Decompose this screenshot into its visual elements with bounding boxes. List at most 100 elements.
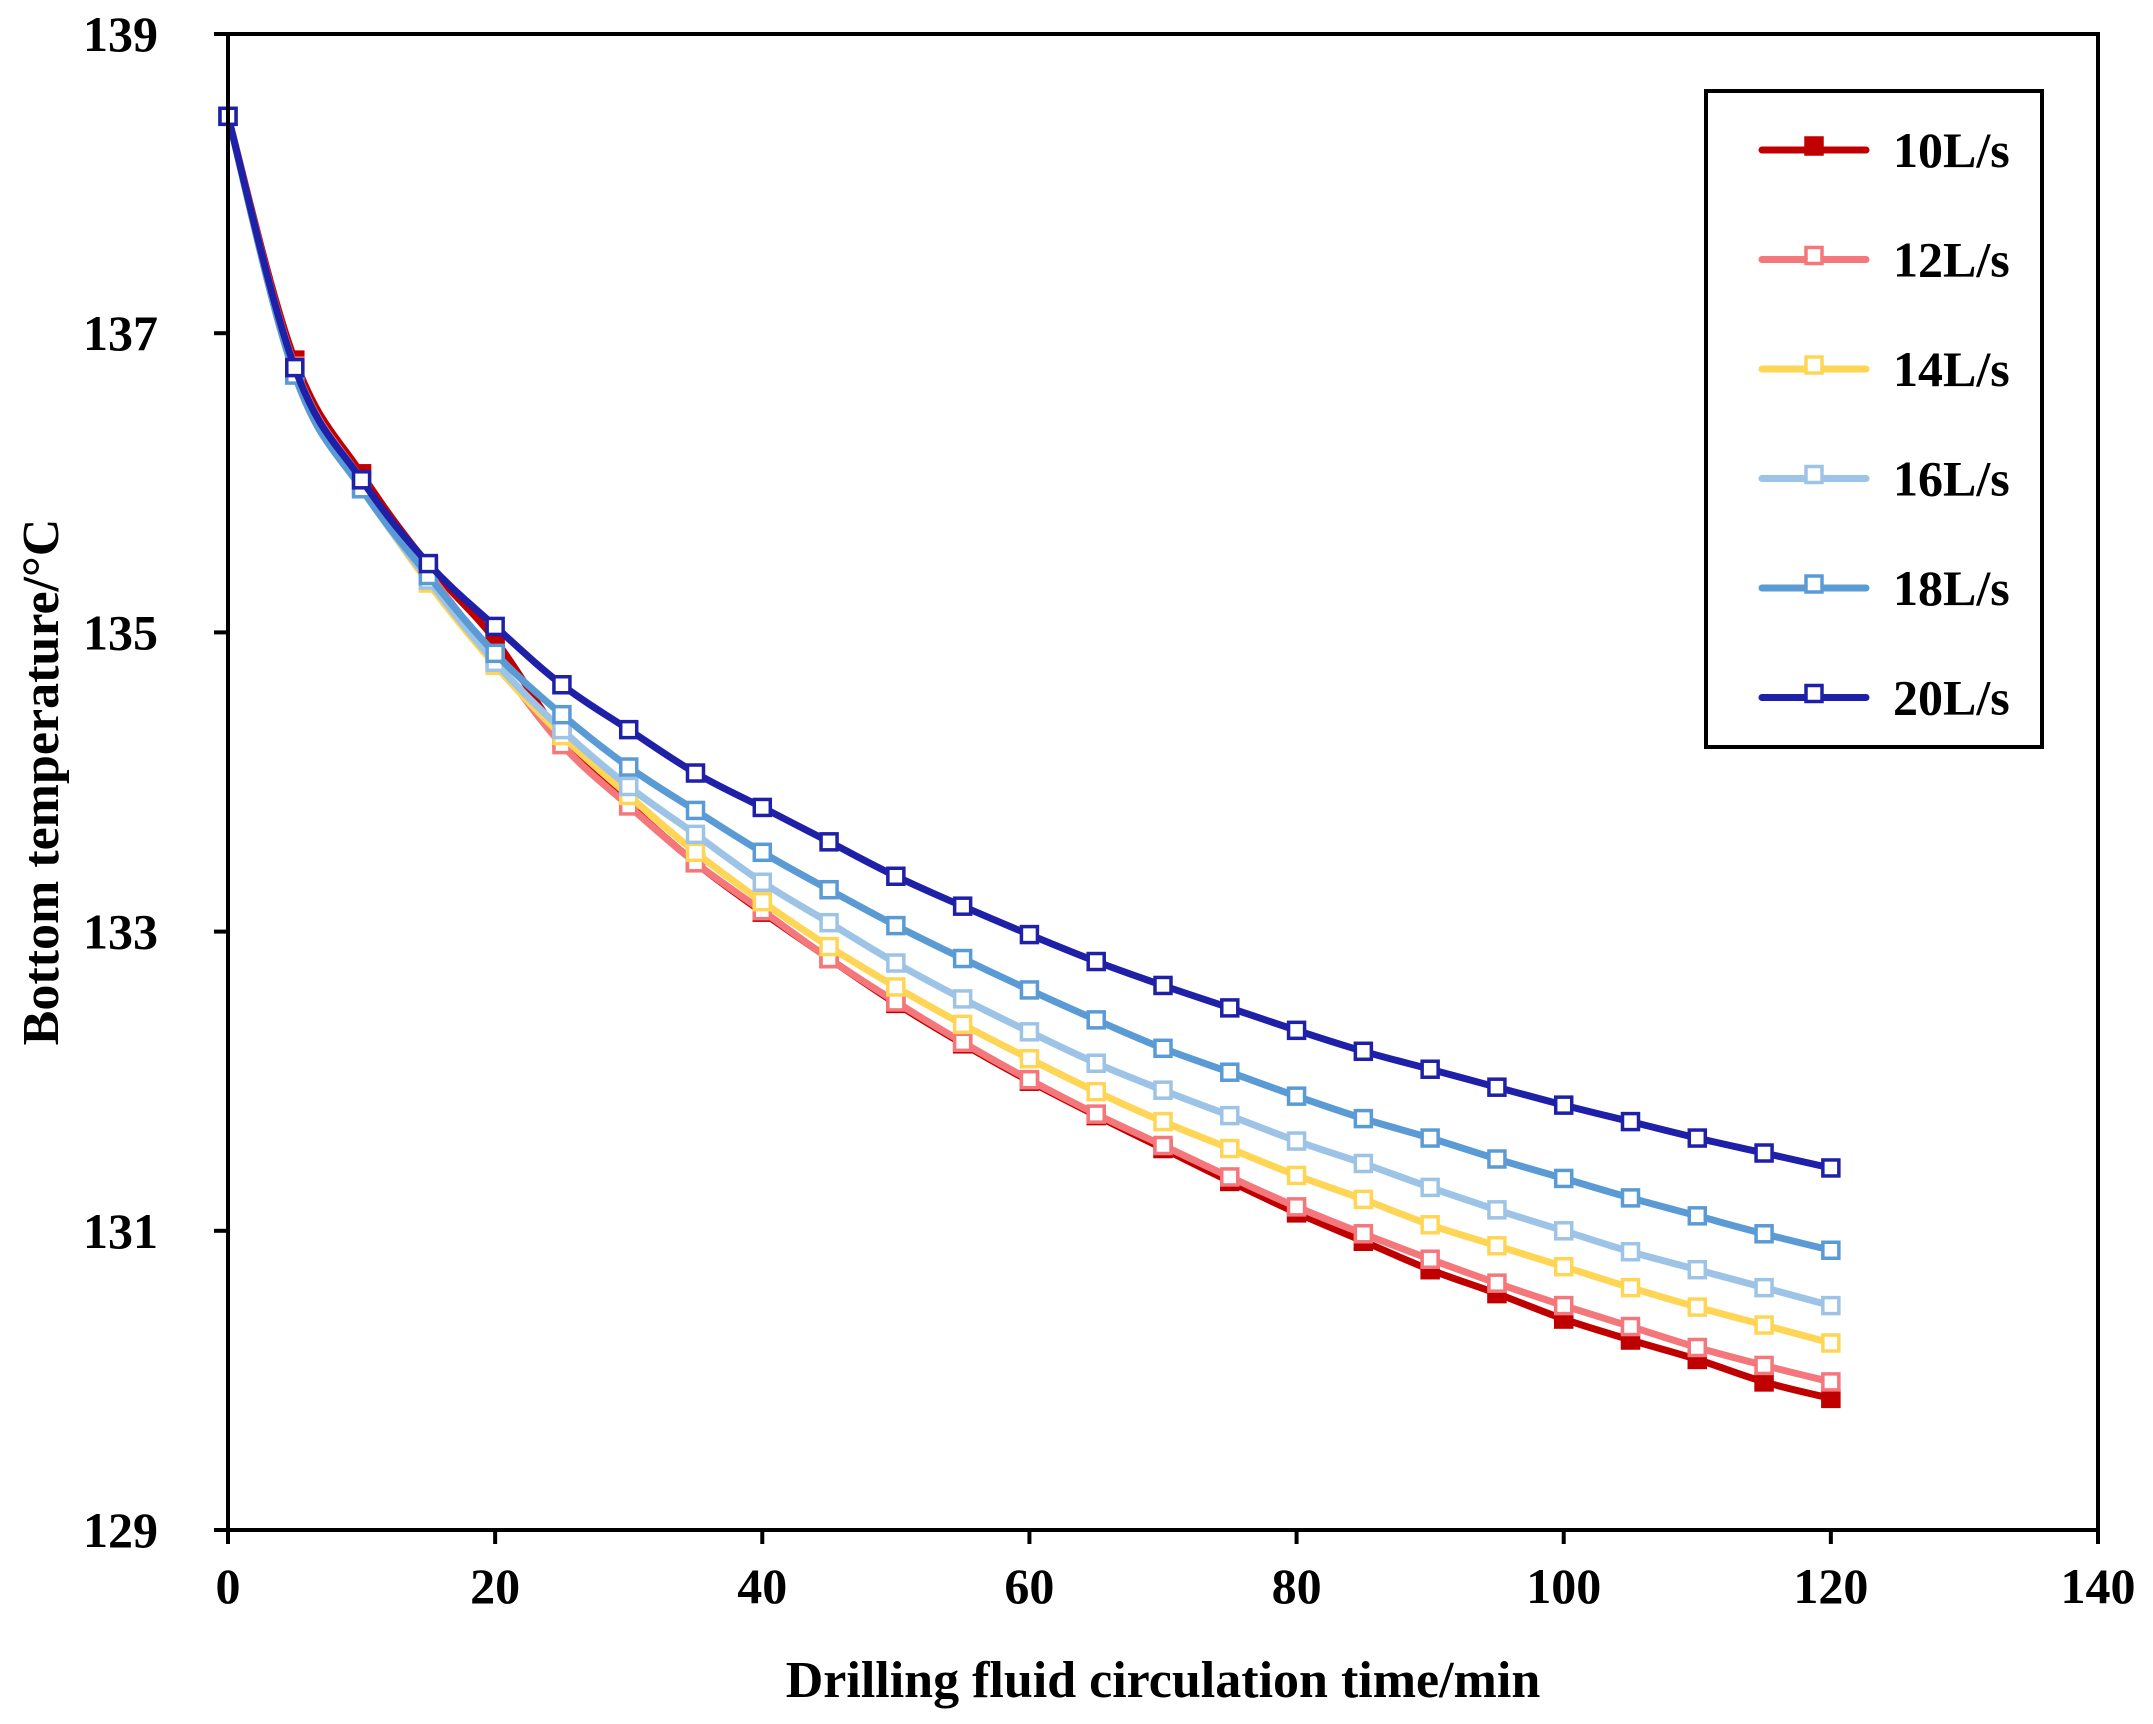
y-tick-labels: 129 131 133 135 137 139 (83, 6, 158, 1558)
y-tick-label: 139 (83, 6, 158, 62)
series-marker (952, 1032, 973, 1053)
series-marker (1687, 1259, 1708, 1280)
series-marker (819, 879, 839, 900)
series-marker (1754, 1315, 1774, 1335)
series-marker (1420, 1215, 1440, 1235)
x-tick-label: 60 (1004, 1558, 1054, 1614)
series-marker (351, 470, 372, 490)
series-marker (1153, 1080, 1173, 1100)
series-marker (1019, 1049, 1040, 1069)
series-marker (952, 989, 973, 1009)
x-tick-label: 0 (216, 1558, 241, 1614)
x-tick-label: 120 (1793, 1558, 1868, 1614)
series-marker (886, 866, 906, 886)
series-marker (1754, 1277, 1774, 1298)
legend-label: 12L/s (1893, 232, 2010, 288)
series-marker (1553, 1168, 1574, 1189)
series-marker (1754, 1372, 1774, 1392)
series-marker (1553, 1095, 1574, 1115)
series-marker (1353, 1108, 1374, 1129)
legend-item: 10L/s (1758, 122, 2010, 178)
series-marker (886, 953, 906, 973)
series-marker (618, 757, 639, 777)
series-marker (1687, 1337, 1708, 1358)
series-marker (1420, 1128, 1440, 1148)
x-tick-label: 100 (1526, 1558, 1601, 1614)
series-marker (1821, 1333, 1841, 1353)
series-marker (819, 832, 839, 852)
series-marker (1019, 1022, 1040, 1042)
series-marker (819, 936, 839, 957)
series-marker (618, 776, 639, 797)
series-marker (1153, 1038, 1173, 1059)
series-marker (1754, 1224, 1774, 1244)
series-marker (285, 357, 305, 378)
series-marker (1754, 1143, 1774, 1163)
series-marker (1019, 980, 1040, 1000)
y-tick-label: 129 (83, 1502, 158, 1558)
series-marker (1553, 1221, 1574, 1241)
legend-label: 18L/s (1893, 560, 2010, 616)
series-marker (1821, 1388, 1841, 1409)
x-tick-labels: 0 20 40 60 80 100 120 140 (216, 1558, 2136, 1614)
legend-label: 10L/s (1893, 122, 2010, 178)
series-marker (1153, 975, 1173, 996)
series-marker (952, 1014, 973, 1035)
series-marker (1353, 1041, 1374, 1062)
y-tick-label: 135 (83, 604, 158, 660)
series-marker (819, 912, 839, 933)
x-tick-label: 80 (1272, 1558, 1322, 1614)
series-marker (1420, 1177, 1440, 1198)
series-marker (1086, 951, 1106, 972)
series-marker (1286, 1165, 1307, 1186)
series-marker (1553, 1256, 1574, 1277)
series-marker (685, 842, 706, 863)
legend-item: 12L/s (1758, 232, 2010, 288)
series-marker (1821, 1158, 1841, 1178)
x-tick-label: 40 (737, 1558, 787, 1614)
series-marker (952, 948, 973, 969)
series-marker (1754, 1355, 1774, 1376)
series-marker (752, 842, 773, 863)
series-marker (1353, 1224, 1374, 1244)
series-marker (1220, 1167, 1240, 1187)
series-marker (1821, 1295, 1841, 1316)
series-marker (1019, 1069, 1040, 1090)
series-marker (618, 719, 639, 740)
legend-items: 10L/s 12L/s 14L/s 16L/s 18L/s 20L/s (1758, 122, 2010, 726)
legend-label: 14L/s (1893, 341, 2010, 397)
series-marker (485, 616, 505, 637)
series-marker (1420, 1249, 1440, 1269)
legend-marker (1804, 464, 1824, 485)
series-marker (1620, 1241, 1641, 1262)
series-marker (1487, 1200, 1507, 1220)
series-marker (1220, 998, 1240, 1018)
plot-frame (226, 32, 2100, 1532)
y-tick-label: 131 (83, 1203, 158, 1259)
legend-box (1704, 89, 2044, 749)
series-marker (1153, 1135, 1173, 1156)
series-marker (1487, 1236, 1507, 1256)
series-marker (1086, 1104, 1106, 1124)
series-marker (886, 915, 906, 936)
legend-label: 20L/s (1893, 670, 2010, 726)
series-marker (1687, 1297, 1708, 1317)
series-marker (1821, 1240, 1841, 1260)
legend-marker (1804, 355, 1824, 375)
series-marker (1153, 1111, 1173, 1132)
series-marker (1086, 1081, 1106, 1102)
axis-ticks (214, 32, 2100, 1544)
series-layer (218, 106, 1841, 1409)
legend-label: 16L/s (1893, 451, 2010, 507)
y-tick-label: 137 (83, 305, 158, 361)
series-marker (1620, 1277, 1641, 1298)
series-marker (1487, 1149, 1507, 1169)
series-marker (685, 824, 706, 845)
series-marker (752, 797, 773, 818)
x-tick-label: 140 (2061, 1558, 2136, 1614)
series-marker (1019, 924, 1040, 945)
legend-marker (1804, 136, 1824, 156)
legend-marker (1804, 245, 1824, 266)
series-marker (485, 643, 505, 664)
